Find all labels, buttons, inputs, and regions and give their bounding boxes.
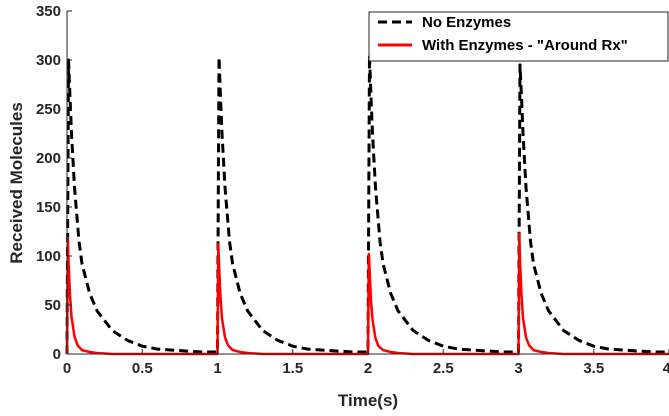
series-line-0 — [65, 53, 669, 355]
x-tick-label: 2 — [364, 360, 372, 377]
x-tick-label: 0 — [63, 360, 71, 377]
y-tick-label: 250 — [36, 101, 61, 118]
y-tick-label: 50 — [44, 297, 61, 314]
x-tick-label: 3 — [514, 360, 522, 377]
legend-label-no-enzymes: No Enzymes — [422, 14, 511, 31]
y-tick-label: 350 — [36, 3, 61, 20]
x-tick-label: 2.5 — [433, 360, 454, 377]
y-tick-label: 200 — [36, 150, 61, 167]
x-axis-label: Time(s) — [338, 391, 398, 410]
legend-box — [368, 11, 669, 62]
y-tick-label: 100 — [36, 248, 61, 265]
y-tick-label: 0 — [53, 346, 61, 363]
axes-layer: 0 0.5 1 1.5 2 2.5 3 3.5 4 0 50 100 150 200 250 300 350 — [36, 3, 669, 377]
x-tick-label: 0.5 — [132, 360, 153, 377]
y-tick-label: 300 — [36, 52, 61, 69]
y-axis-label: Received Molecules — [7, 102, 26, 264]
legend: No Enzymes With Enzymes - "Around Rx" — [368, 11, 669, 62]
y-tick-label: 150 — [36, 199, 61, 216]
x-tick-label: 1.5 — [282, 360, 303, 377]
x-tick-label: 1 — [213, 360, 221, 377]
x-tick-label: 3.5 — [583, 360, 604, 377]
x-tick-label: 4 — [663, 360, 669, 377]
legend-label-with-enzymes: With Enzymes - "Around Rx" — [422, 37, 628, 54]
